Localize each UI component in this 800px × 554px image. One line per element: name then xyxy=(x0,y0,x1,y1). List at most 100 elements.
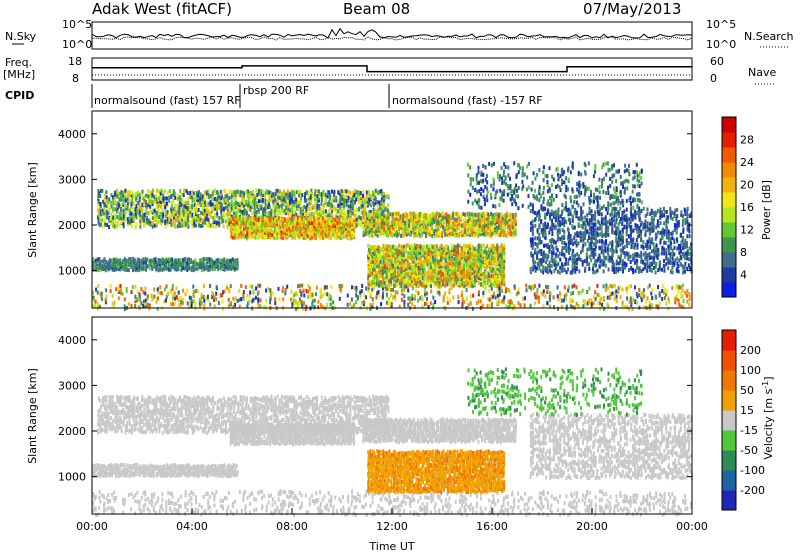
echo-cell xyxy=(157,261,160,266)
echo-cell xyxy=(346,293,349,298)
echo-cell xyxy=(458,221,461,226)
echo-cell xyxy=(108,264,111,269)
echo-cell xyxy=(453,220,456,225)
echo-cell xyxy=(338,287,341,292)
echo-cell xyxy=(218,191,221,196)
echo-cell xyxy=(240,233,243,238)
echo-cell xyxy=(430,284,433,289)
echo-cell xyxy=(330,284,333,289)
echo-cell xyxy=(682,305,685,309)
echo-cell xyxy=(322,203,325,208)
echo-cell xyxy=(496,293,499,298)
echo-cell xyxy=(681,288,684,293)
echo-cell xyxy=(436,261,439,266)
echo-cell xyxy=(342,219,345,223)
echo-cell xyxy=(457,300,460,305)
echo-cell xyxy=(290,225,293,230)
echo-cell xyxy=(144,298,147,303)
echo-cell xyxy=(215,284,218,289)
echo-cell xyxy=(433,280,436,284)
echo-cell xyxy=(284,235,287,240)
echo-cell xyxy=(427,214,430,218)
echo-cell xyxy=(445,267,448,272)
echo-cell xyxy=(371,271,374,276)
echo-cell xyxy=(507,215,510,220)
echo-cell xyxy=(417,284,420,288)
echo-cell xyxy=(270,208,273,213)
echo-cell xyxy=(271,221,274,226)
echo-cell xyxy=(457,265,460,270)
echo-cell xyxy=(514,219,517,224)
echo-cell xyxy=(385,300,388,305)
echo-cell xyxy=(191,217,194,221)
echo-cell xyxy=(140,258,143,263)
echo-cell xyxy=(304,227,307,232)
echo-cell xyxy=(291,209,294,214)
echo-cell xyxy=(290,289,293,294)
echo-cell xyxy=(103,198,106,203)
echo-cell xyxy=(172,198,175,203)
echo-cell xyxy=(103,257,106,262)
echo-cell xyxy=(409,296,412,301)
echo-cell xyxy=(302,300,305,305)
echo-cell xyxy=(327,189,329,194)
echo-cell xyxy=(172,223,175,228)
echo-cell xyxy=(289,191,292,196)
echo-cell xyxy=(163,299,166,304)
echo-cell xyxy=(512,227,515,232)
echo-cell xyxy=(370,233,373,238)
echo-cell xyxy=(404,211,407,216)
echo-cell xyxy=(296,292,299,297)
echo-cell xyxy=(432,275,435,279)
echo-cell xyxy=(405,271,408,276)
echo-cell xyxy=(116,215,119,219)
echo-cell xyxy=(153,287,156,292)
echo-cell xyxy=(154,218,157,222)
echo-cell xyxy=(116,193,118,198)
echo-cell xyxy=(298,193,300,198)
echo-cell xyxy=(192,268,195,273)
echo-cell xyxy=(460,258,463,263)
echo-cell xyxy=(257,303,260,308)
echo-cell xyxy=(383,227,386,232)
echo-cell xyxy=(365,306,368,311)
echo-cell xyxy=(261,232,264,237)
echo-cell xyxy=(328,232,330,236)
echo-cell xyxy=(448,287,451,292)
echo-cell xyxy=(207,267,210,272)
echo-cell xyxy=(386,255,389,260)
echo-cell xyxy=(298,217,301,222)
echo-cell xyxy=(147,189,150,194)
echo-cell xyxy=(417,259,420,263)
echo-cell xyxy=(100,293,103,298)
echo-cell xyxy=(546,289,549,294)
echo-cell xyxy=(272,204,275,209)
echo-cell xyxy=(390,283,393,288)
echo-cell xyxy=(193,202,196,207)
echo-cell xyxy=(471,215,474,220)
echo-cell xyxy=(357,190,360,195)
echo-cell xyxy=(121,264,124,269)
echo-cell xyxy=(247,301,250,306)
echo-cell xyxy=(344,215,347,220)
echo-cell xyxy=(404,254,407,259)
echo-cell xyxy=(209,199,212,204)
echo-cell xyxy=(178,222,181,227)
echo-cell xyxy=(556,294,559,299)
echo-cell xyxy=(308,286,311,291)
echo-cell xyxy=(241,213,244,218)
echo-cell xyxy=(287,223,290,228)
echo-cell xyxy=(275,229,278,234)
echo-cell xyxy=(425,281,428,286)
echo-cell xyxy=(258,199,260,204)
echo-cell xyxy=(403,216,406,221)
echo-cell xyxy=(370,194,373,199)
echo-cell xyxy=(216,214,219,218)
echo-cell xyxy=(351,285,353,290)
echo-cell xyxy=(332,208,335,212)
echo-cell xyxy=(533,292,536,297)
echo-cell xyxy=(596,301,599,306)
echo-cell xyxy=(122,258,125,263)
echo-cell xyxy=(309,236,312,241)
echo-cell xyxy=(293,199,296,204)
